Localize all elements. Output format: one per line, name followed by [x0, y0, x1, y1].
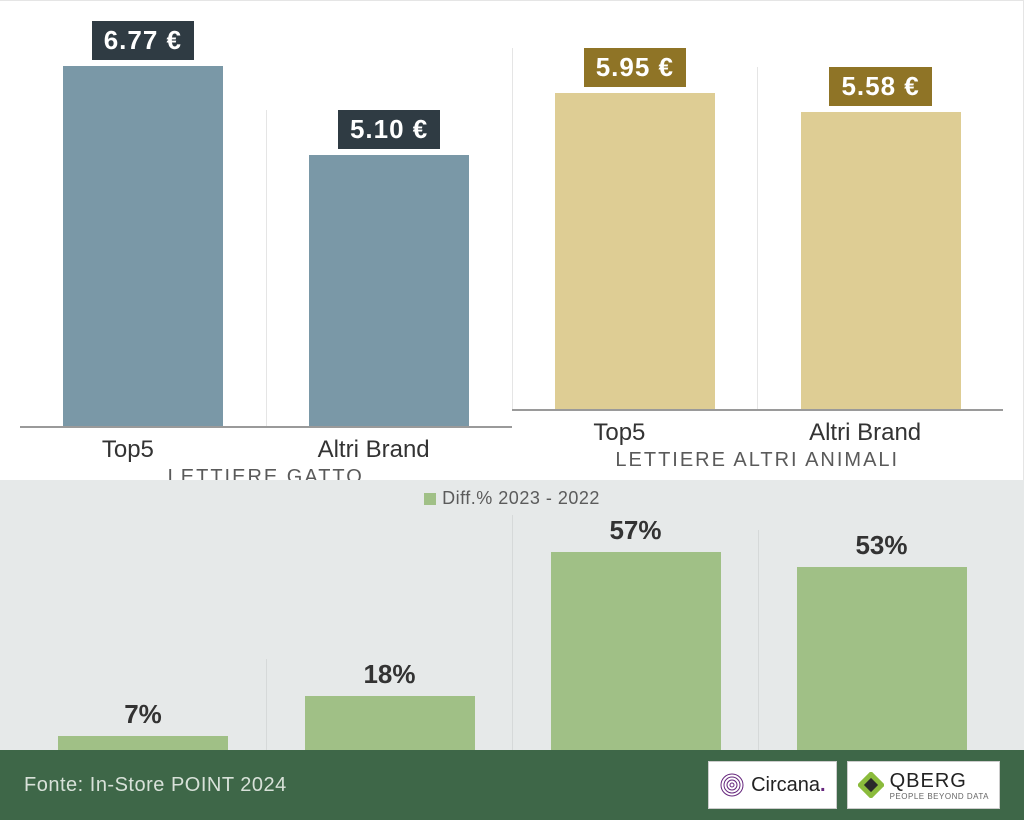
legend-text: Diff.% 2023 - 2022 [442, 488, 600, 508]
value-label: 6.77 € [92, 21, 194, 60]
category-labels: Top5 Altri Brand [20, 428, 512, 466]
logo-text: Circana [751, 774, 825, 797]
legend-swatch [424, 493, 436, 505]
source-text: Fonte: In-Store POINT 2024 [24, 774, 287, 797]
category-label: Altri Brand [809, 419, 921, 447]
bar-col: 18% [266, 659, 512, 762]
bar-col: 5.58 € [757, 67, 1003, 409]
value-label: 57% [609, 515, 661, 546]
bar-col: 6.77 € [20, 21, 266, 426]
value-label: 7% [124, 699, 162, 730]
category-labels: Top5 Altri Brand [512, 411, 1004, 449]
qberg-logo: QBERG PEOPLE BEYOND DATA [847, 761, 1000, 809]
value-label: 5.58 € [829, 67, 931, 106]
bar-col: 5.95 € [512, 48, 758, 409]
group-title: LETTIERE ALTRI ANIMALI [512, 449, 1004, 480]
value-label: 53% [855, 530, 907, 561]
qberg-icon [858, 772, 884, 798]
group-lettiere-gatto: 6.77 € 5.10 € Top5 Altri Brand LETTIERE … [20, 21, 512, 480]
bar-col: 53% [758, 530, 1004, 762]
bars-row: 7% 18% 57% 53% [20, 515, 1004, 764]
bar [555, 93, 715, 409]
bar [551, 552, 721, 762]
bar-col: 5.10 € [266, 110, 512, 426]
circana-logo: Circana [708, 761, 836, 809]
value-label: 5.95 € [584, 48, 686, 87]
footer: Fonte: In-Store POINT 2024 Circana QBERG… [0, 750, 1024, 820]
bar [797, 567, 967, 762]
bars-row: 5.95 € 5.58 € [512, 21, 1004, 411]
bottom-chart: Diff.% 2023 - 2022 7% 18% 57% 53% [0, 480, 1024, 750]
bars-row: 6.77 € 5.10 € [20, 21, 512, 428]
logo-tagline: PEOPLE BEYOND DATA [890, 793, 989, 801]
group-lettiere-altri-animali: 5.95 € 5.58 € Top5 Altri Brand LETTIERE … [512, 21, 1004, 480]
category-label: Altri Brand [318, 436, 430, 464]
value-label: 5.10 € [338, 110, 440, 149]
category-label: Top5 [593, 419, 645, 447]
top-chart: 6.77 € 5.10 € Top5 Altri Brand LETTIERE … [0, 0, 1024, 480]
bar-col: 57% [512, 515, 758, 762]
bar [309, 155, 469, 426]
circana-icon [719, 772, 745, 798]
value-label: 18% [363, 659, 415, 690]
logo-row: Circana QBERG PEOPLE BEYOND DATA [708, 761, 1000, 809]
legend: Diff.% 2023 - 2022 [20, 488, 1004, 515]
bar [63, 66, 223, 426]
bar [801, 112, 961, 409]
logo-text: QBERG [890, 770, 967, 792]
category-label: Top5 [102, 436, 154, 464]
